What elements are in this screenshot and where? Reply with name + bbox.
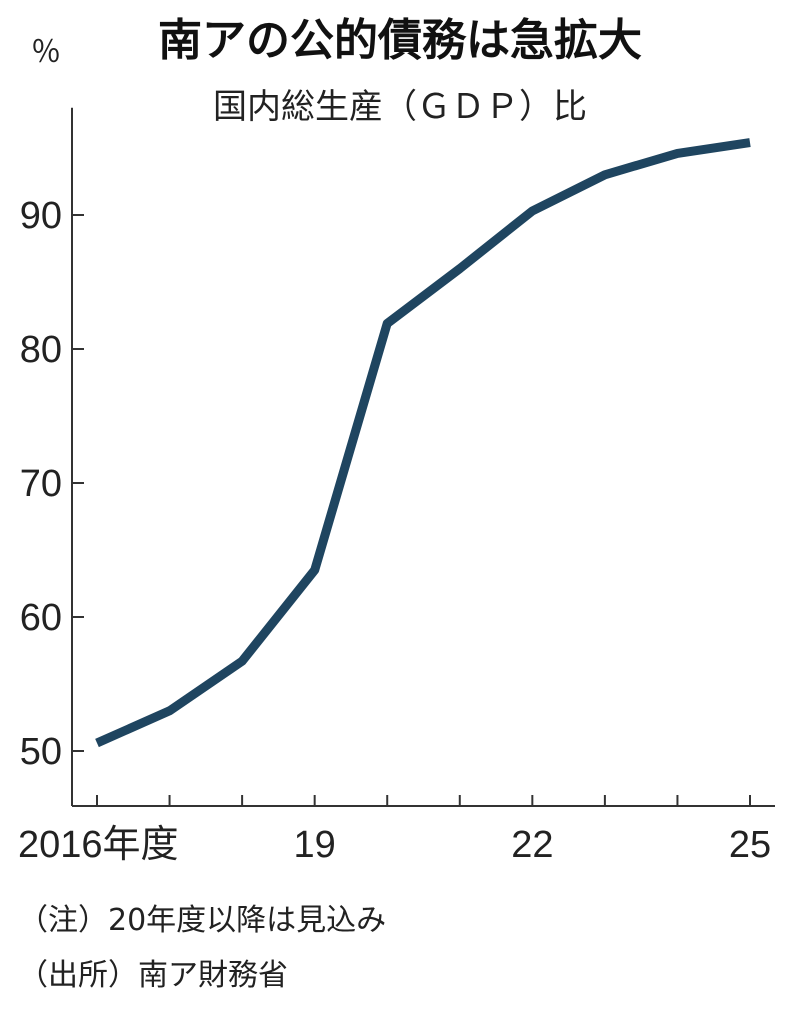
y-tick-label: 50	[20, 731, 62, 773]
x-tick-label: 19	[294, 824, 336, 866]
footnote-note: （注）20年度以降は見込み	[18, 903, 386, 938]
footnote-source: （出所）南ア財務省	[18, 958, 288, 993]
x-tick-label: 2016年度	[18, 824, 179, 866]
x-axis: 2016年度 19 22 25	[18, 795, 775, 866]
x-tick-label: 25	[729, 824, 771, 866]
chart-title: 南アの公的債務は急拡大	[158, 15, 642, 66]
y-tick-label: 80	[20, 329, 62, 371]
chart-subtitle: 国内総生産（ＧＤＰ）比	[213, 87, 587, 127]
x-tick-label: 22	[511, 824, 553, 866]
series-lines	[95, 138, 751, 748]
y-tick-label: 60	[20, 597, 62, 639]
y-tick-label: 90	[20, 195, 62, 237]
y-axis: 50 60 70 80 90	[20, 107, 84, 806]
y-unit-label: ％	[31, 35, 61, 70]
series-line	[95, 138, 751, 748]
y-tick-label: 70	[20, 463, 62, 505]
